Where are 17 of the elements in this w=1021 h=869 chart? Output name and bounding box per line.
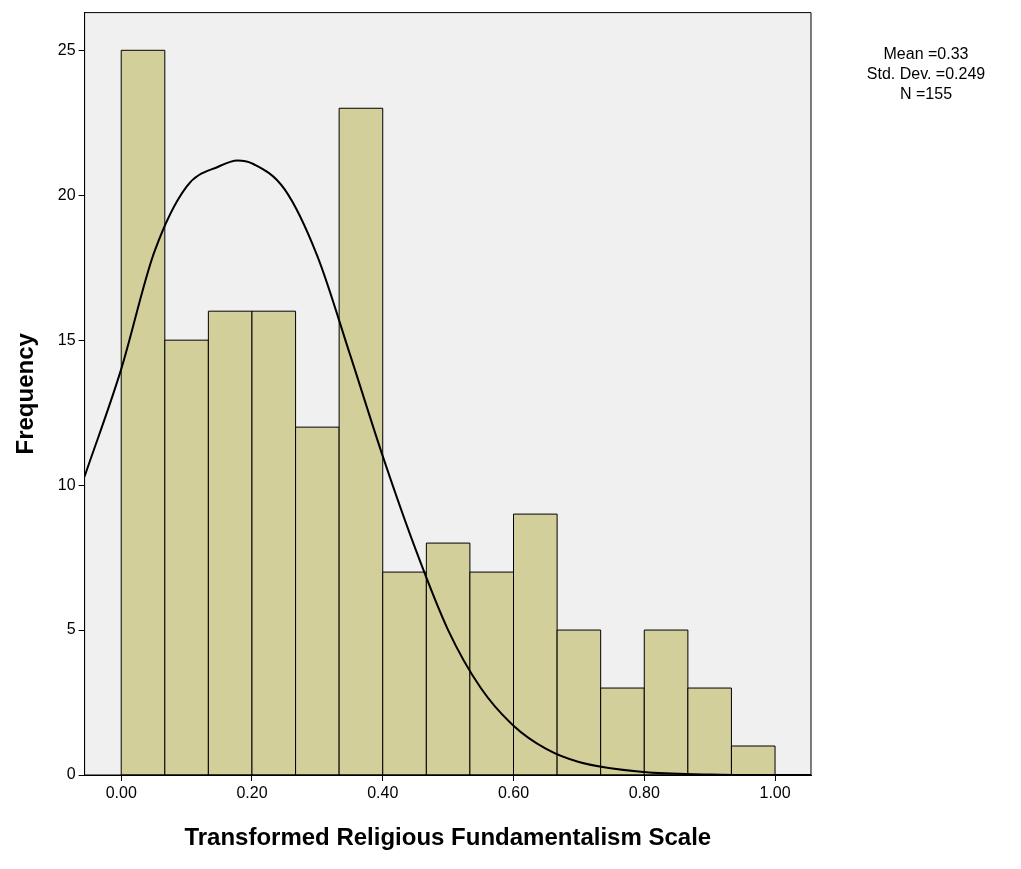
x-tick-label: 0.80: [628, 784, 660, 802]
y-tick-label: 0: [66, 765, 76, 783]
x-tick-label: 1.00: [759, 784, 791, 802]
x-axis-title: Transformed Religious Fundamentalism Scale: [184, 823, 712, 851]
y-tick-label: 15: [57, 330, 76, 348]
x-tick-label: 0.40: [367, 784, 399, 802]
y-tick-label: 20: [57, 185, 76, 203]
y-tick-label: 10: [57, 475, 76, 493]
text: N =155: [899, 85, 953, 103]
text: Std. Dev. =0.249: [866, 65, 986, 83]
y-tick-label: 25: [57, 40, 76, 58]
x-tick-label: 0.20: [236, 784, 268, 802]
x-tick-label: 0.60: [497, 784, 530, 802]
text: Mean =0.33: [883, 45, 969, 63]
x-tick-label: 0.00: [105, 784, 137, 802]
y-tick-label: 5: [66, 620, 76, 638]
y-axis-title: Frequency: [11, 332, 39, 455]
